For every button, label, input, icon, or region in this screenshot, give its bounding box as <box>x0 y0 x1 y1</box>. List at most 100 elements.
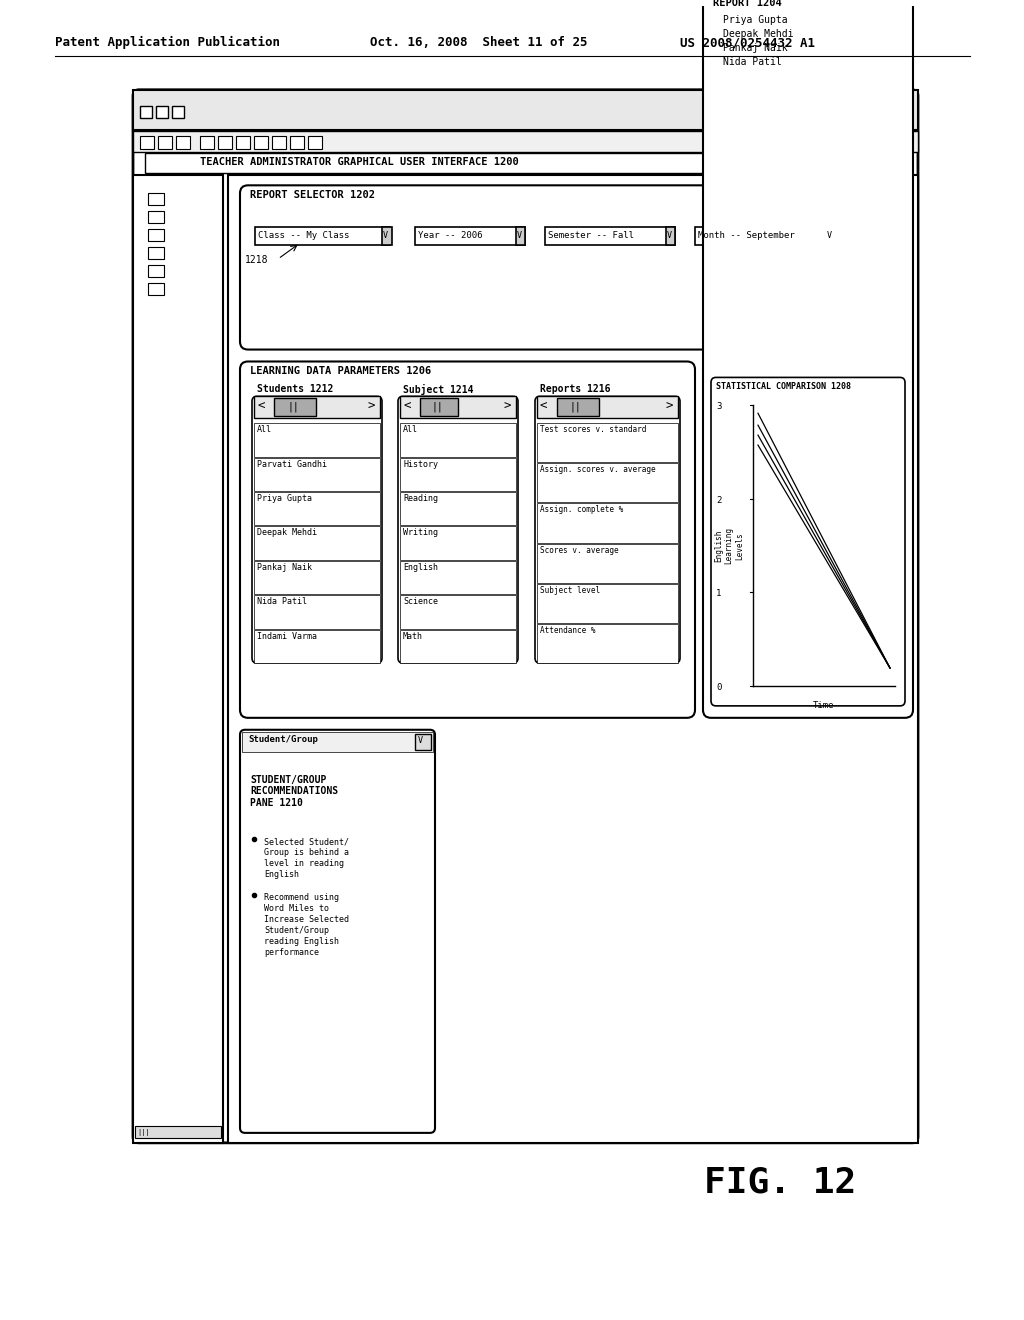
Bar <box>200 136 214 149</box>
Text: Selected Student/: Selected Student/ <box>264 837 349 846</box>
Bar <box>557 399 599 416</box>
Bar <box>400 492 516 525</box>
Bar <box>537 463 678 503</box>
Text: ||: || <box>287 401 299 412</box>
Text: reading English: reading English <box>264 937 339 946</box>
Text: Deepak Mehdi: Deepak Mehdi <box>257 528 317 537</box>
Text: TEACHER ADMINISTRATOR GRAPHICAL USER INTERFACE 1200: TEACHER ADMINISTRATOR GRAPHICAL USER INT… <box>200 157 519 168</box>
Text: Deepak Mehdi: Deepak Mehdi <box>723 29 794 40</box>
Text: All: All <box>403 425 418 434</box>
Text: 2: 2 <box>716 496 721 504</box>
Text: English
Learning
Levels: English Learning Levels <box>714 527 743 564</box>
Bar <box>254 136 268 149</box>
Bar <box>400 458 516 491</box>
Text: All: All <box>257 425 272 434</box>
Bar <box>242 731 433 751</box>
FancyBboxPatch shape <box>133 90 918 1143</box>
Bar <box>172 106 184 117</box>
Text: 0: 0 <box>716 682 721 692</box>
Bar <box>420 399 458 416</box>
Text: Class -- My Class: Class -- My Class <box>258 231 349 240</box>
Text: 1218: 1218 <box>245 255 268 265</box>
Bar <box>148 247 164 259</box>
Text: Test scores v. standard: Test scores v. standard <box>540 425 646 434</box>
Text: V: V <box>383 231 388 240</box>
Text: STUDENT/GROUP
RECOMMENDATIONS
PANE 1210: STUDENT/GROUP RECOMMENDATIONS PANE 1210 <box>250 775 338 808</box>
Bar <box>308 136 322 149</box>
Text: V: V <box>827 231 831 240</box>
Text: US 2008/0254432 A1: US 2008/0254432 A1 <box>680 36 815 49</box>
Bar <box>826 227 835 246</box>
Bar <box>415 734 431 750</box>
Text: V: V <box>667 231 672 240</box>
Text: V: V <box>418 735 423 744</box>
Text: Assign. scores v. average: Assign. scores v. average <box>540 466 655 474</box>
Text: Semester -- Fall: Semester -- Fall <box>548 231 634 240</box>
Bar <box>400 595 516 628</box>
Text: Year -- 2006: Year -- 2006 <box>418 231 482 240</box>
Bar <box>145 153 900 173</box>
Bar <box>148 230 164 242</box>
FancyBboxPatch shape <box>240 730 435 1133</box>
Bar <box>382 227 392 246</box>
Text: English: English <box>264 870 299 879</box>
FancyBboxPatch shape <box>535 396 680 663</box>
Bar <box>545 227 675 246</box>
Text: Student/Group: Student/Group <box>248 735 317 743</box>
Bar <box>400 396 516 418</box>
Text: FIG. 12: FIG. 12 <box>703 1166 856 1200</box>
Text: History: History <box>403 459 438 469</box>
Text: Month -- September: Month -- September <box>698 231 795 240</box>
Bar <box>158 136 172 149</box>
Bar <box>537 544 678 583</box>
Text: Science: Science <box>403 597 438 606</box>
Text: English: English <box>403 562 438 572</box>
Text: ||: || <box>570 401 582 412</box>
Bar <box>133 176 223 1143</box>
Bar <box>537 503 678 543</box>
Bar <box>148 193 164 205</box>
Bar <box>400 424 516 457</box>
Bar <box>400 561 516 594</box>
Bar <box>695 227 835 246</box>
Text: Pankaj Naik: Pankaj Naik <box>257 562 312 572</box>
Bar <box>537 396 678 418</box>
Text: Reading: Reading <box>403 494 438 503</box>
Text: 3: 3 <box>716 403 721 412</box>
FancyBboxPatch shape <box>398 396 518 663</box>
Text: Student/Group: Student/Group <box>264 925 329 935</box>
Bar <box>133 90 918 129</box>
Text: STATISTICAL COMPARISON 1208: STATISTICAL COMPARISON 1208 <box>716 383 851 392</box>
Bar <box>148 211 164 223</box>
Text: Nida Patil: Nida Patil <box>723 57 781 67</box>
Bar <box>156 106 168 117</box>
Bar <box>228 176 918 1143</box>
FancyBboxPatch shape <box>240 185 905 350</box>
Text: V: V <box>517 231 522 240</box>
Text: >: > <box>666 400 674 413</box>
Text: Indami Varma: Indami Varma <box>257 632 317 640</box>
Text: Students 1212: Students 1212 <box>257 384 334 395</box>
Text: ||: || <box>431 401 442 412</box>
Text: Patent Application Publication: Patent Application Publication <box>55 36 280 49</box>
Bar <box>148 282 164 294</box>
Bar <box>254 396 380 418</box>
Text: REPORT SELECTOR 1202: REPORT SELECTOR 1202 <box>250 190 375 201</box>
Text: >: > <box>504 400 512 413</box>
Text: Word Miles to: Word Miles to <box>264 904 329 913</box>
Bar <box>400 630 516 663</box>
Bar <box>272 136 286 149</box>
Text: <: < <box>403 400 411 413</box>
Text: Pankaj Naik: Pankaj Naik <box>723 44 787 53</box>
Bar <box>254 630 380 663</box>
Text: Group is behind a: Group is behind a <box>264 849 349 857</box>
Bar <box>176 136 190 149</box>
Bar <box>140 136 154 149</box>
Text: Nida Patil: Nida Patil <box>257 597 307 606</box>
Bar <box>254 595 380 628</box>
FancyBboxPatch shape <box>711 378 905 706</box>
Bar <box>135 1126 221 1138</box>
Text: Time: Time <box>813 701 835 710</box>
Text: REPORT 1204: REPORT 1204 <box>713 0 781 8</box>
Text: Recommend using: Recommend using <box>264 894 339 902</box>
